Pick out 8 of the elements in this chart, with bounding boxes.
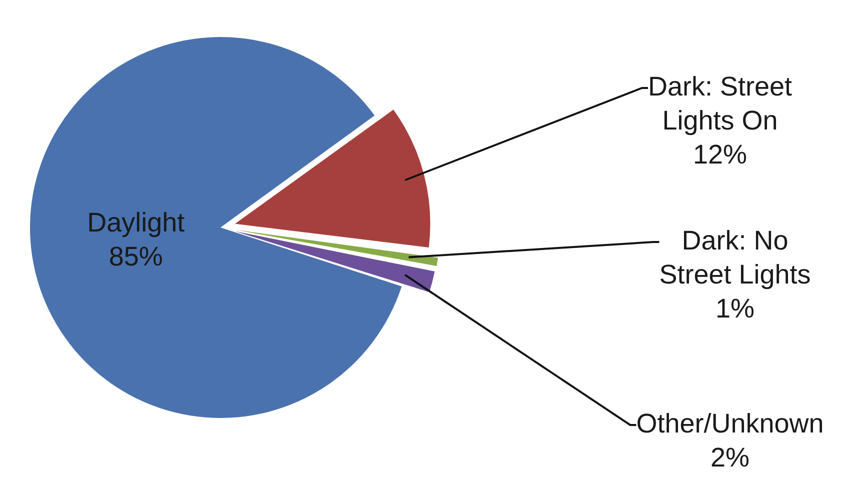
slice-label: Other/Unknown [636,408,824,438]
data-label: 12% [692,139,748,170]
slice-label: Daylight [87,207,186,238]
data-label: 85% [108,241,163,272]
data-label: 2% [710,442,750,472]
slice-label: Dark: No Street Lights [659,225,811,290]
slice-label: Dark: Street Lights On [648,71,793,136]
data-label: 1% [715,293,755,324]
